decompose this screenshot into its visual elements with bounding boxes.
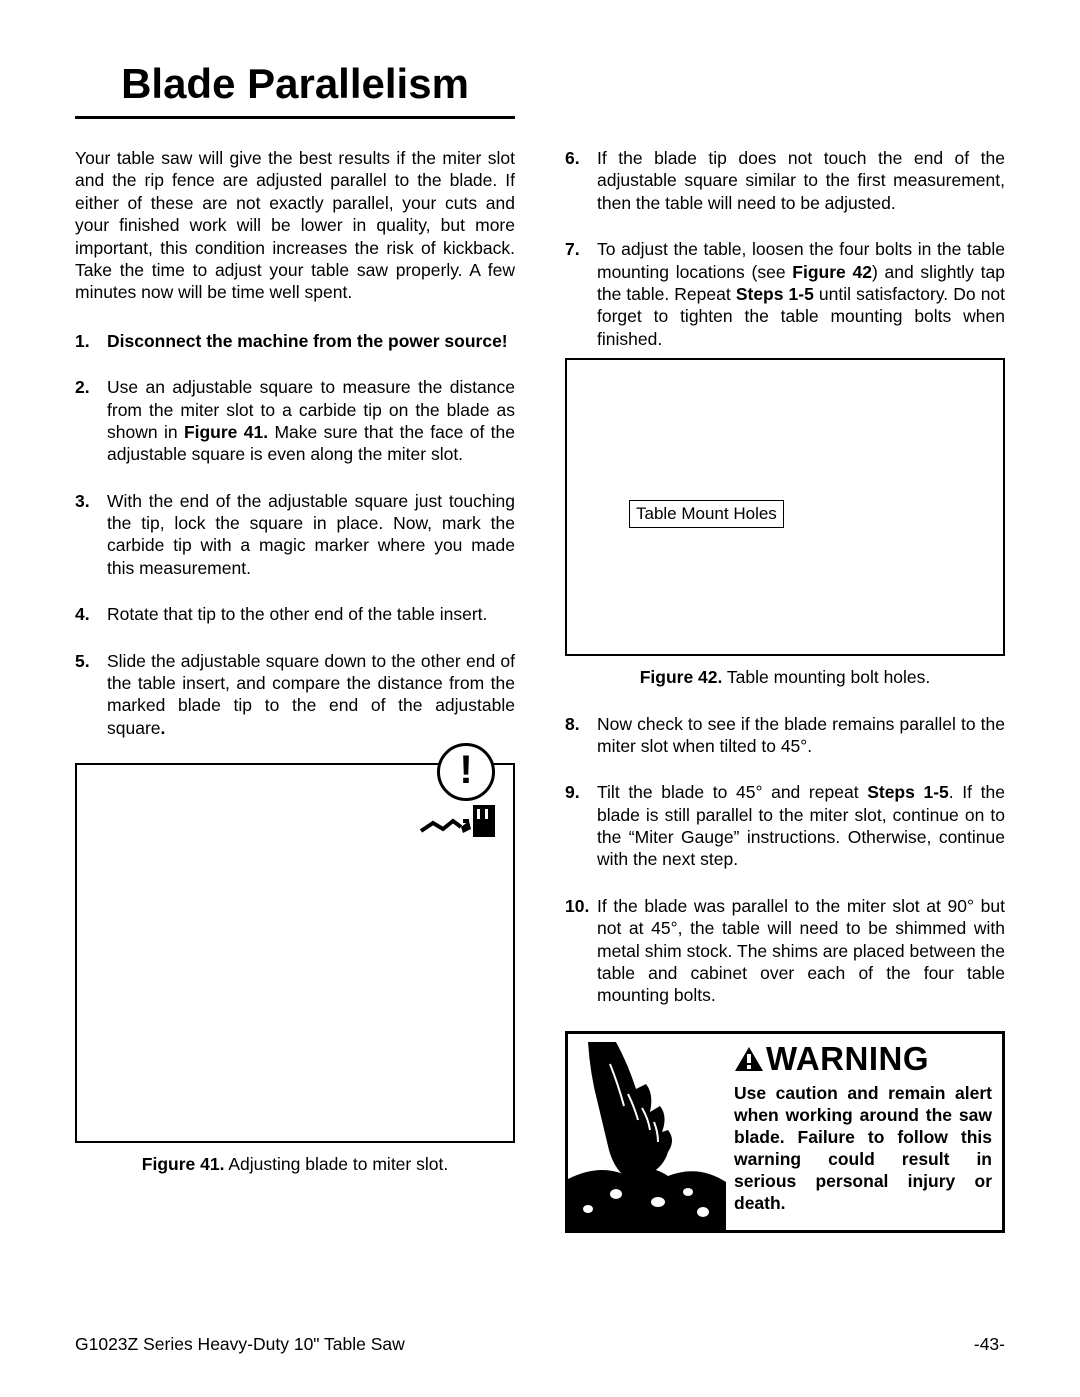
step-number: 10. xyxy=(565,895,597,1007)
page-footer: G1023Z Series Heavy-Duty 10" Table Saw -… xyxy=(75,1334,1005,1355)
warning-hand-icon xyxy=(568,1034,726,1230)
warning-box: WARNING Use caution and remain alert whe… xyxy=(565,1031,1005,1233)
warning-heading: WARNING xyxy=(734,1038,992,1080)
intro-paragraph: Your table saw will give the best result… xyxy=(75,147,515,304)
content-columns: Your table saw will give the best result… xyxy=(75,147,1005,1233)
step-4: 4. Rotate that tip to the other end of t… xyxy=(75,603,515,625)
step-body: With the end of the adjustable square ju… xyxy=(107,490,515,580)
figure-ref: Figure 41. xyxy=(184,422,268,442)
step-body: Slide the adjustable square down to the … xyxy=(107,650,515,740)
figure-42-caption: Figure 42. Table mounting bolt holes. xyxy=(565,666,1005,688)
step-number: 7. xyxy=(565,238,597,350)
step-body: Use an adjustable square to measure the … xyxy=(107,376,515,466)
table-mount-holes-label: Table Mount Holes xyxy=(629,500,784,528)
text: . xyxy=(161,718,166,738)
step-5: 5. Slide the adjustable square down to t… xyxy=(75,650,515,740)
step-6: 6. If the blade tip does not touch the e… xyxy=(565,147,1005,214)
caption-text: Table mounting bolt holes. xyxy=(722,667,930,687)
warning-text-block: WARNING Use caution and remain alert whe… xyxy=(726,1034,1002,1230)
caption-label: Figure 41. xyxy=(142,1154,225,1174)
figure-41-box: ! xyxy=(75,763,515,1143)
caption-text: Adjusting blade to miter slot. xyxy=(224,1154,448,1174)
step-1: 1. Disconnect the machine from the power… xyxy=(75,330,515,352)
step-3: 3. With the end of the adjustable square… xyxy=(75,490,515,580)
steps-ref: Steps 1-5 xyxy=(867,782,949,802)
exclamation-icon: ! xyxy=(459,750,472,790)
step-9: 9. Tilt the blade to 45° and repeat Step… xyxy=(565,781,1005,871)
page-title: Blade Parallelism xyxy=(75,60,515,119)
step-body: If the blade tip does not touch the end … xyxy=(597,147,1005,214)
step-number: 5. xyxy=(75,650,107,740)
step-body: Disconnect the machine from the power so… xyxy=(107,330,515,352)
text: Tilt the blade to 45° and repeat xyxy=(597,782,867,802)
step-7: 7. To adjust the table, loosen the four … xyxy=(565,238,1005,350)
footer-product: G1023Z Series Heavy-Duty 10" Table Saw xyxy=(75,1334,405,1355)
step-body: Rotate that tip to the other end of the … xyxy=(107,603,515,625)
right-column: 6. If the blade tip does not touch the e… xyxy=(565,147,1005,1233)
warning-heading-text: WARNING xyxy=(766,1038,929,1080)
step-number: 9. xyxy=(565,781,597,871)
step-8: 8. Now check to see if the blade remains… xyxy=(565,713,1005,758)
step-body: Now check to see if the blade remains pa… xyxy=(597,713,1005,758)
warning-body-text: Use caution and remain alert when workin… xyxy=(734,1082,992,1214)
figure-ref: Figure 42 xyxy=(792,262,872,282)
left-column: Your table saw will give the best result… xyxy=(75,147,515,1233)
unplug-badge-icon: ! xyxy=(437,743,495,801)
step-body: If the blade was parallel to the miter s… xyxy=(597,895,1005,1007)
step-10: 10. If the blade was parallel to the mit… xyxy=(565,895,1005,1007)
plug-icon xyxy=(413,799,501,851)
figure-41-caption: Figure 41. Adjusting blade to miter slot… xyxy=(75,1153,515,1175)
caption-label: Figure 42. xyxy=(640,667,723,687)
footer-page-number: -43- xyxy=(974,1334,1005,1355)
steps-ref: Steps 1-5 xyxy=(736,284,814,304)
figure-42-box: Table Mount Holes xyxy=(565,358,1005,656)
step-number: 8. xyxy=(565,713,597,758)
step-number: 4. xyxy=(75,603,107,625)
step-number: 2. xyxy=(75,376,107,466)
step-2: 2. Use an adjustable square to measure t… xyxy=(75,376,515,466)
step-number: 1. xyxy=(75,330,107,352)
step-body: Tilt the blade to 45° and repeat Steps 1… xyxy=(597,781,1005,871)
step-number: 6. xyxy=(565,147,597,214)
warning-triangle-icon xyxy=(734,1046,764,1072)
step-number: 3. xyxy=(75,490,107,580)
step-body: To adjust the table, loosen the four bol… xyxy=(597,238,1005,350)
text: Slide the adjustable square down to the … xyxy=(107,651,515,738)
